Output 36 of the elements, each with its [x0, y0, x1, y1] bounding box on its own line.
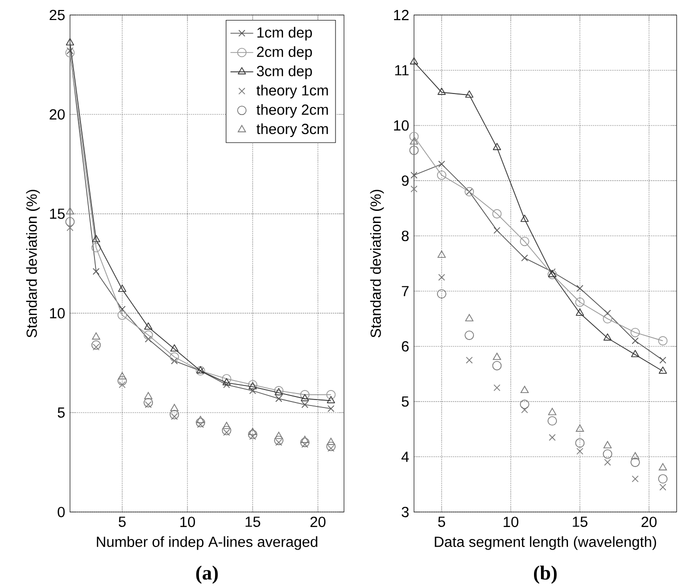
y-tick-label: 7 — [402, 286, 409, 296]
y-tick-label: 15 — [50, 208, 65, 219]
legend-label: theory 2cm — [256, 104, 328, 118]
x-tick-label: 20 — [310, 516, 326, 528]
x-tick-label: 10 — [180, 516, 195, 528]
y-tick-label: 12 — [394, 10, 409, 20]
y-tick-label: 3 — [402, 506, 409, 518]
x-tick-label: 5 — [118, 516, 126, 527]
x-axis-title: Number of indep A-lines averaged — [96, 536, 318, 550]
y-tick-label: 10 — [394, 120, 409, 131]
y-tick-label: 8 — [402, 230, 409, 242]
y-tick-label: 11 — [395, 65, 409, 76]
x-tick-label: 20 — [642, 516, 657, 528]
x-tick-label: 15 — [572, 516, 588, 527]
y-tick-label: 9 — [402, 175, 409, 186]
y-tick-label: 5 — [402, 396, 409, 407]
y-tick-label: 5 — [58, 407, 65, 418]
x-tick-label: 10 — [504, 516, 518, 528]
y-tick-label: 10 — [50, 308, 65, 318]
y-tick-label: 6 — [402, 341, 409, 352]
x-axis-title: Data segment length (wavelength) — [434, 536, 656, 550]
y-tick-label: 25 — [50, 10, 65, 20]
legend-label: 3cm dep — [256, 65, 312, 80]
x-tick-label: 5 — [438, 516, 446, 527]
text: (b) — [534, 566, 557, 584]
legend-label: 1cm dep — [257, 26, 312, 40]
y-axis-title: Standard deviation (%) — [370, 190, 384, 338]
y-tick-label: 4 — [401, 452, 409, 462]
x-tick-label: 15 — [246, 516, 260, 527]
legend-label: theory 1cm — [256, 84, 328, 98]
y-tick-label: 0 — [58, 506, 65, 518]
legend-label: theory 3cm — [256, 123, 328, 137]
y-tick-label: 20 — [50, 109, 65, 120]
text: (a) — [196, 566, 218, 584]
y-axis-title: Standard deviation (%) — [26, 190, 40, 338]
legend-label: 2cm dep — [257, 46, 312, 60]
